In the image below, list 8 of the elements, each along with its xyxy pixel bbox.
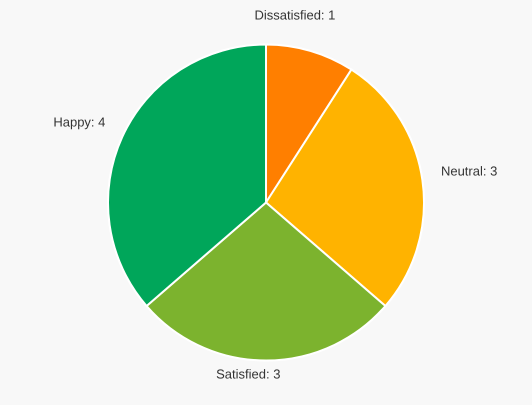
data-label: : 3 bbox=[482, 163, 498, 178]
data-label: : 4 bbox=[90, 114, 106, 130]
slice-label: Dissatisfied bbox=[254, 7, 321, 22]
data-label: : 3 bbox=[266, 366, 280, 382]
slice-label: Neutral bbox=[440, 163, 483, 178]
slice-label: Satisfied bbox=[216, 366, 266, 382]
slice-label: Happy bbox=[53, 114, 92, 130]
data-label: : 1 bbox=[320, 7, 336, 22]
